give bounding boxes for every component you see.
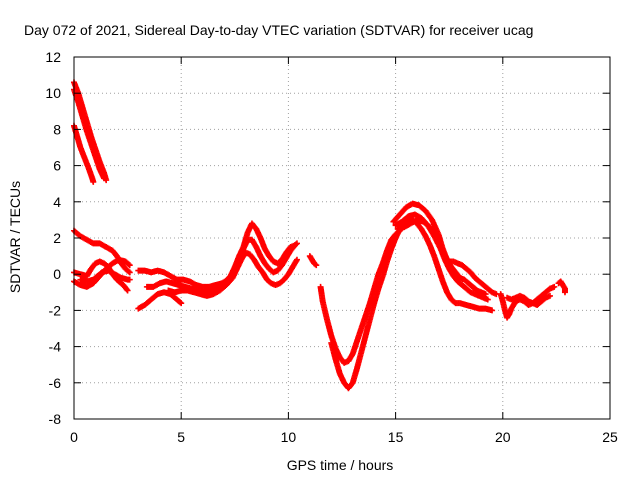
data-point <box>177 299 184 306</box>
data-point <box>126 269 133 276</box>
data-point <box>313 262 320 269</box>
y-tick-label: -4 <box>49 339 62 355</box>
y-tick-label: 4 <box>53 194 61 210</box>
data-point <box>178 300 185 307</box>
y-tick-label: -6 <box>49 375 62 391</box>
x-tick-label: 15 <box>388 429 404 445</box>
data-point <box>484 296 491 303</box>
axis-ticks <box>73 56 611 420</box>
x-axis-title: GPS time / hours <box>287 457 394 473</box>
series-arc-c <box>71 122 97 185</box>
y-tick-label: 6 <box>53 158 61 174</box>
data-marks <box>71 79 568 392</box>
data-point <box>291 242 298 249</box>
y-axis-title: SDTVAR / TECUs <box>7 181 23 293</box>
y-tick-label: 12 <box>45 49 61 65</box>
y-tick-label: -2 <box>49 302 62 318</box>
data-point <box>551 283 558 290</box>
series-arc-b <box>71 86 108 182</box>
data-point <box>124 287 131 294</box>
data-point <box>546 292 553 299</box>
series-arc-j <box>143 220 298 296</box>
x-tick-labels: 0 5 10 15 20 25 <box>70 429 618 445</box>
chart-title: Day 072 of 2021, Sidereal Day-to-day VTE… <box>24 22 533 38</box>
data-point <box>125 268 132 275</box>
y-tick-label: 8 <box>53 121 61 137</box>
series-arc-q <box>394 216 500 298</box>
data-point <box>123 286 130 293</box>
x-tick-label: 10 <box>281 429 297 445</box>
grid-lines <box>74 57 610 419</box>
series-arc-t <box>555 278 568 296</box>
series-arc-d <box>71 227 133 276</box>
data-point <box>101 175 108 182</box>
series-arc-k <box>165 249 300 299</box>
data-point <box>126 276 133 283</box>
x-tick-label: 0 <box>70 429 78 445</box>
data-point <box>90 178 97 185</box>
series-arc-l <box>306 253 320 269</box>
y-tick-labels: -8 -6 -4 -2 0 2 4 6 8 10 12 <box>45 49 61 427</box>
x-tick-label: 20 <box>495 429 511 445</box>
data-point <box>312 261 319 268</box>
data-point <box>125 261 132 268</box>
series-arc-r <box>497 283 558 321</box>
series-arc-s <box>504 292 553 308</box>
data-point <box>293 256 300 263</box>
x-tick-label: 5 <box>177 429 185 445</box>
y-tick-label: 2 <box>53 230 61 246</box>
y-tick-label: -8 <box>49 411 62 427</box>
series-arc-g <box>77 267 133 285</box>
series-arc-n <box>328 216 496 392</box>
data-point <box>126 262 133 269</box>
data-point <box>489 307 496 314</box>
x-tick-label: 25 <box>602 429 618 445</box>
y-tick-label: 0 <box>53 266 61 282</box>
data-point <box>561 289 568 296</box>
y-tick-label: 10 <box>45 85 61 101</box>
